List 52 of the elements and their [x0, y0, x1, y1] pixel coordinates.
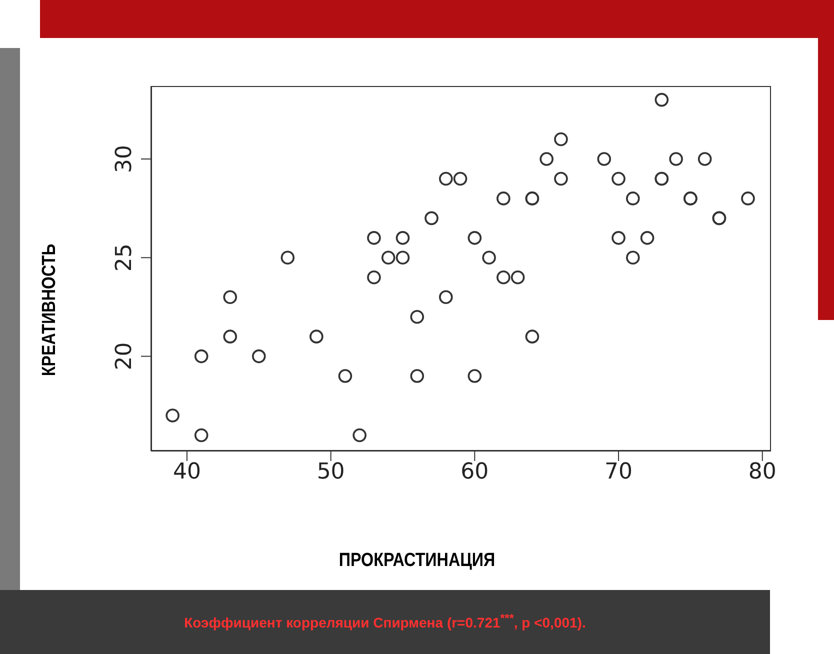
- point: [410, 369, 424, 383]
- point: [496, 192, 510, 206]
- point: [468, 231, 482, 245]
- point: [438, 290, 453, 304]
- point: [669, 152, 683, 166]
- point: [194, 428, 208, 442]
- point: [554, 132, 568, 146]
- point: [367, 270, 381, 284]
- point: [367, 231, 381, 245]
- point: [698, 152, 712, 166]
- point: [381, 250, 396, 265]
- x-tick-label: 70: [604, 460, 633, 485]
- point: [310, 330, 324, 344]
- point: [252, 349, 266, 364]
- point: [166, 408, 180, 422]
- point: [424, 211, 438, 226]
- point: [352, 428, 366, 442]
- point: [510, 270, 525, 284]
- point: [626, 192, 640, 206]
- x-axis-title: ПРОКРАСТИНАЦИЯ: [338, 550, 496, 572]
- x-tick-label: 60: [460, 460, 489, 485]
- point: [396, 250, 410, 265]
- point: [410, 310, 424, 324]
- point: [496, 270, 510, 284]
- point: [540, 152, 554, 166]
- y-tick-label: 25: [112, 244, 137, 272]
- point: [338, 369, 352, 383]
- text: Коэффициент корреляции Спирмена (r=0.721$^{***}$, p <0,001).: [183, 612, 587, 631]
- point: [223, 330, 238, 344]
- point: [626, 250, 640, 265]
- point: [612, 231, 626, 245]
- y-tick-label: 20: [112, 342, 137, 370]
- point: [194, 349, 208, 364]
- x-tick-label: 80: [748, 460, 776, 485]
- point: [597, 152, 612, 166]
- point: [640, 231, 654, 245]
- point: [396, 231, 410, 245]
- point: [654, 92, 669, 107]
- point: [525, 330, 540, 344]
- point: [741, 192, 755, 206]
- x-tick-label: 40: [172, 460, 201, 485]
- point: [223, 290, 238, 304]
- point: [453, 172, 468, 186]
- point: [612, 172, 626, 186]
- point: [482, 250, 496, 265]
- point: [280, 250, 295, 265]
- point: [554, 172, 568, 186]
- point: [468, 369, 482, 383]
- y-axis-title: КРЕАТИВНОСТЬ: [39, 244, 61, 376]
- x-tick-label: 50: [316, 460, 345, 485]
- point: [438, 172, 453, 186]
- y-tick-label: 30: [112, 145, 137, 173]
